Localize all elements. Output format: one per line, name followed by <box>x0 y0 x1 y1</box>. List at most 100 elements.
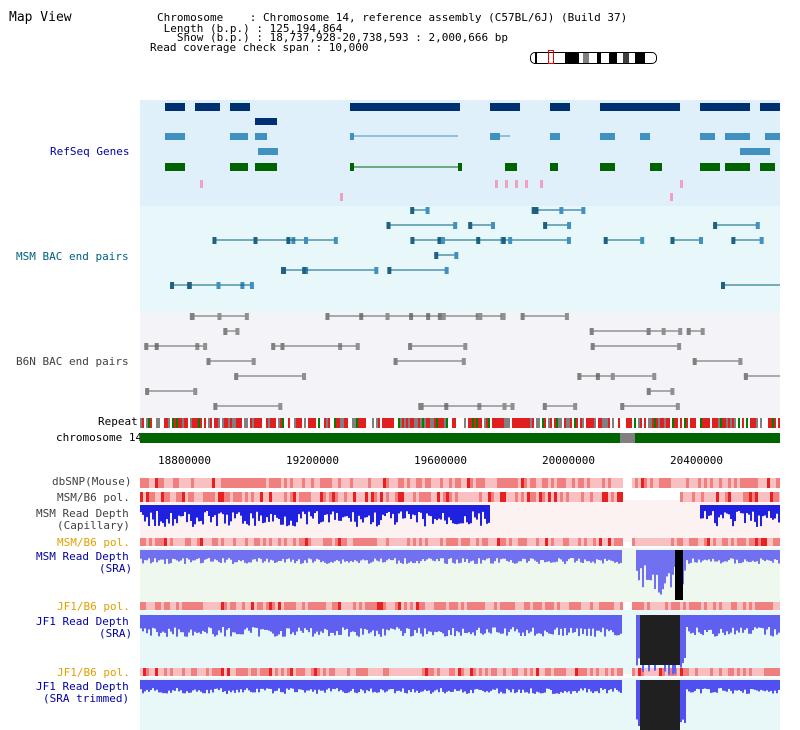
pol-feature <box>485 668 488 676</box>
pol-feature <box>728 492 731 502</box>
depth-bar <box>338 680 340 692</box>
depth-bar <box>178 550 180 562</box>
depth-bar <box>480 615 482 634</box>
depth-bar <box>376 615 378 631</box>
pol-feature <box>767 602 770 610</box>
pol-feature <box>320 668 323 676</box>
depth-bar <box>370 550 372 563</box>
pol-feature <box>293 538 296 546</box>
depth-bar <box>320 505 322 523</box>
pol-feature <box>398 538 401 546</box>
depth-bar <box>314 550 316 562</box>
pol-feature <box>344 602 347 610</box>
repeat-feature <box>242 418 244 428</box>
depth-bar <box>708 550 710 560</box>
pol-feature <box>224 478 227 488</box>
depth-bar <box>718 550 720 561</box>
pol-feature <box>620 478 623 488</box>
pol-feature <box>746 538 749 546</box>
msm-cap-label-2: (Capillary) <box>57 519 130 532</box>
bac-end <box>454 252 459 259</box>
gene-feature <box>680 180 683 188</box>
pol-feature <box>350 478 353 488</box>
depth-bar <box>152 615 154 628</box>
pol-feature <box>641 478 644 488</box>
depth-bar <box>616 615 618 636</box>
depth-bar <box>142 680 144 694</box>
repeat-feature <box>348 418 350 428</box>
depth-bar <box>162 550 164 560</box>
bac-end <box>581 207 586 214</box>
repeat-feature <box>436 418 438 428</box>
pol-feature <box>638 668 641 676</box>
pol-feature <box>542 668 545 676</box>
pol-feature <box>653 538 656 546</box>
depth-bar <box>724 505 726 513</box>
depth-bar <box>162 615 164 632</box>
pol-feature <box>278 602 281 610</box>
depth-bar <box>720 550 722 564</box>
pol-feature <box>596 668 599 676</box>
depth-bar <box>488 505 490 523</box>
pol-feature <box>704 478 707 488</box>
depth-bar <box>732 550 734 559</box>
depth-bar <box>700 505 702 519</box>
depth-bar <box>346 550 348 562</box>
pol-feature <box>590 492 593 502</box>
bac-end <box>510 403 515 410</box>
depth-bar <box>332 505 334 512</box>
gene-feature <box>255 163 277 171</box>
chromosome-ideogram[interactable] <box>530 52 657 64</box>
depth-bar <box>440 505 442 520</box>
pol-feature <box>344 668 347 676</box>
depth-bar <box>156 505 158 512</box>
pol-feature <box>410 492 413 502</box>
depth-bar <box>658 550 660 593</box>
pol-feature <box>182 668 185 676</box>
depth-bar <box>204 615 206 632</box>
pol-feature <box>167 492 170 502</box>
depth-bar <box>194 505 196 525</box>
track-panel[interactable] <box>140 100 780 730</box>
coverage-info: Read coverage check span : 10,000 <box>150 41 369 54</box>
pol-feature <box>272 492 275 502</box>
repeat-feature <box>142 418 144 428</box>
depth-bar <box>318 615 320 635</box>
depth-bar <box>610 615 612 630</box>
depth-bar <box>454 550 456 564</box>
pol-feature <box>284 602 287 610</box>
depth-bar <box>402 680 404 689</box>
repeat-feature <box>286 418 288 428</box>
depth-bar <box>250 615 252 633</box>
pol-feature <box>695 492 698 502</box>
depth-bar <box>406 550 408 564</box>
depth-bar <box>498 550 500 563</box>
repeat-feature <box>170 418 172 428</box>
depth-bar <box>284 550 286 563</box>
pol-feature <box>245 492 248 502</box>
gene-feature <box>760 103 780 111</box>
chromosome-bar[interactable] <box>140 433 780 443</box>
depth-bar <box>686 680 688 690</box>
depth-bar <box>520 680 522 693</box>
depth-bar <box>756 680 758 691</box>
depth-bar <box>682 680 684 720</box>
pol-feature <box>377 492 380 502</box>
depth-bar <box>344 615 346 630</box>
bac-end <box>325 313 330 320</box>
repeat-feature <box>272 418 274 428</box>
depth-bar <box>542 615 544 637</box>
repeat-feature <box>534 418 536 428</box>
depth-bar <box>266 505 268 518</box>
pol-feature <box>509 478 512 488</box>
pol-feature <box>140 668 143 676</box>
pol-feature <box>569 492 572 502</box>
pol-feature <box>296 478 299 488</box>
pol-feature <box>410 668 413 676</box>
depth-bar <box>388 550 390 559</box>
repeat-feature <box>736 418 738 428</box>
pol-feature <box>401 492 404 502</box>
pol-feature <box>674 478 677 488</box>
pol-feature <box>146 538 149 546</box>
pol-feature <box>509 538 512 546</box>
